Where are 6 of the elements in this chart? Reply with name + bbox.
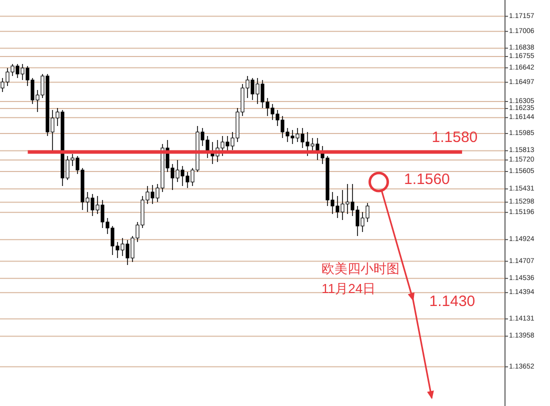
ref-line: 1.1580 bbox=[28, 129, 478, 154]
annotation: 1.1430 bbox=[429, 293, 476, 310]
annotation: 11月24日 bbox=[322, 281, 376, 296]
ref-line-label: 1.1580 bbox=[432, 129, 478, 146]
annotation: 欧美四小时图 bbox=[322, 261, 400, 276]
annotation: 1.1560 bbox=[404, 171, 450, 188]
